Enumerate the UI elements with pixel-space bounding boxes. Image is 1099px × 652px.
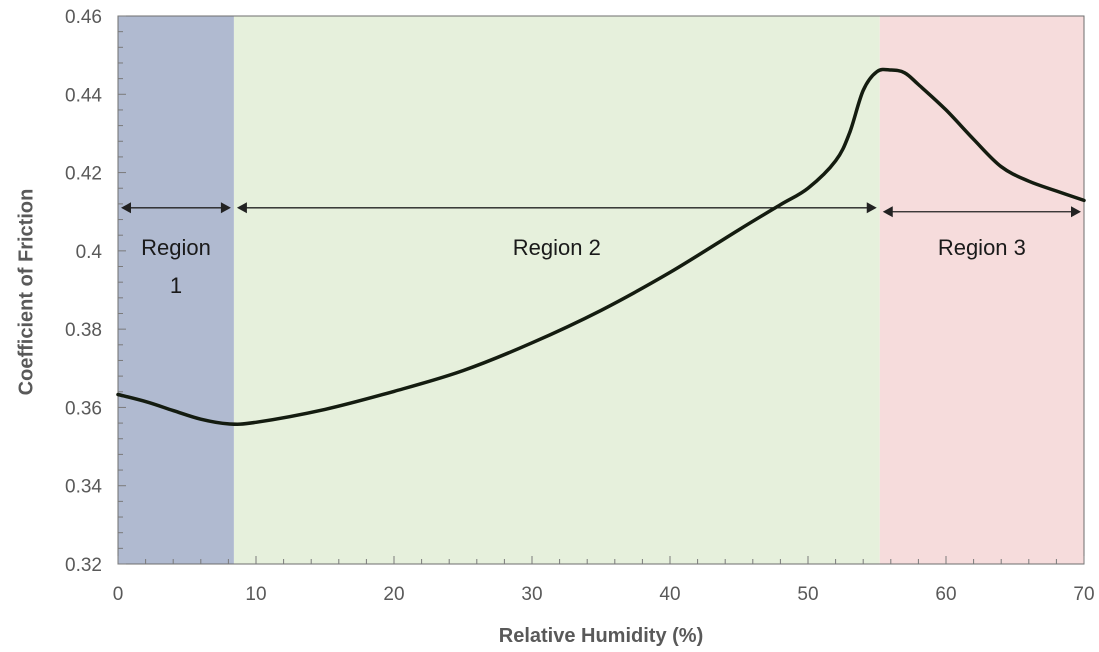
x-tick-label: 50: [797, 584, 818, 605]
region-band-3: [879, 16, 1084, 564]
x-tick-label: 70: [1073, 584, 1094, 605]
friction-curve-line: [116, 67, 1086, 426]
region-2-label: Region 2: [513, 235, 601, 260]
y-tick-label: 0.32: [65, 555, 102, 576]
y-tick-label: 0.4: [76, 242, 103, 263]
x-axis: 0 10 20 30 40 50 60 70: [113, 556, 1095, 605]
region-bands: [118, 16, 1084, 564]
region-3-arrowhead-right: [1071, 206, 1081, 218]
plot-area-border: [117, 15, 1085, 565]
region-labels: Region 1 Region 2 Region 3: [141, 235, 1026, 298]
region-band-1: [118, 16, 234, 564]
region-band-2: [233, 16, 880, 564]
region-2-arrowhead-left: [236, 202, 247, 214]
x-tick-label: 60: [935, 584, 956, 605]
region-3-label: Region 3: [938, 235, 1026, 260]
y-tick-label: 0.36: [65, 398, 102, 419]
region-arrows: [121, 202, 1081, 218]
y-axis: 0.32 0.34 0.36 0.38 0.4 0.42 0.44 0.46: [65, 7, 126, 576]
region-3-arrowhead-left: [882, 206, 893, 218]
y-tick-label: 0.34: [65, 477, 102, 498]
y-tick-label: 0.44: [65, 85, 102, 106]
x-tick-label: 20: [383, 584, 404, 605]
region-1-arrowhead-right: [220, 202, 231, 214]
x-tick-label: 0: [113, 584, 124, 605]
region-2-arrowhead-right: [866, 202, 877, 214]
y-tick-label: 0.42: [65, 164, 102, 185]
y-tick-label: 0.38: [65, 320, 102, 341]
region-1-label: Region: [141, 235, 211, 260]
y-axis-title: Coefficient of Friction: [15, 189, 37, 396]
x-tick-label: 40: [659, 584, 680, 605]
y-tick-label: 0.46: [65, 7, 102, 28]
x-tick-label: 10: [245, 584, 266, 605]
x-tick-label: 30: [521, 584, 542, 605]
region-1-label: 1: [170, 273, 182, 298]
series-layer: [116, 67, 1086, 426]
x-axis-title: Relative Humidity (%): [499, 625, 703, 647]
region-1-arrowhead-left: [121, 202, 131, 214]
